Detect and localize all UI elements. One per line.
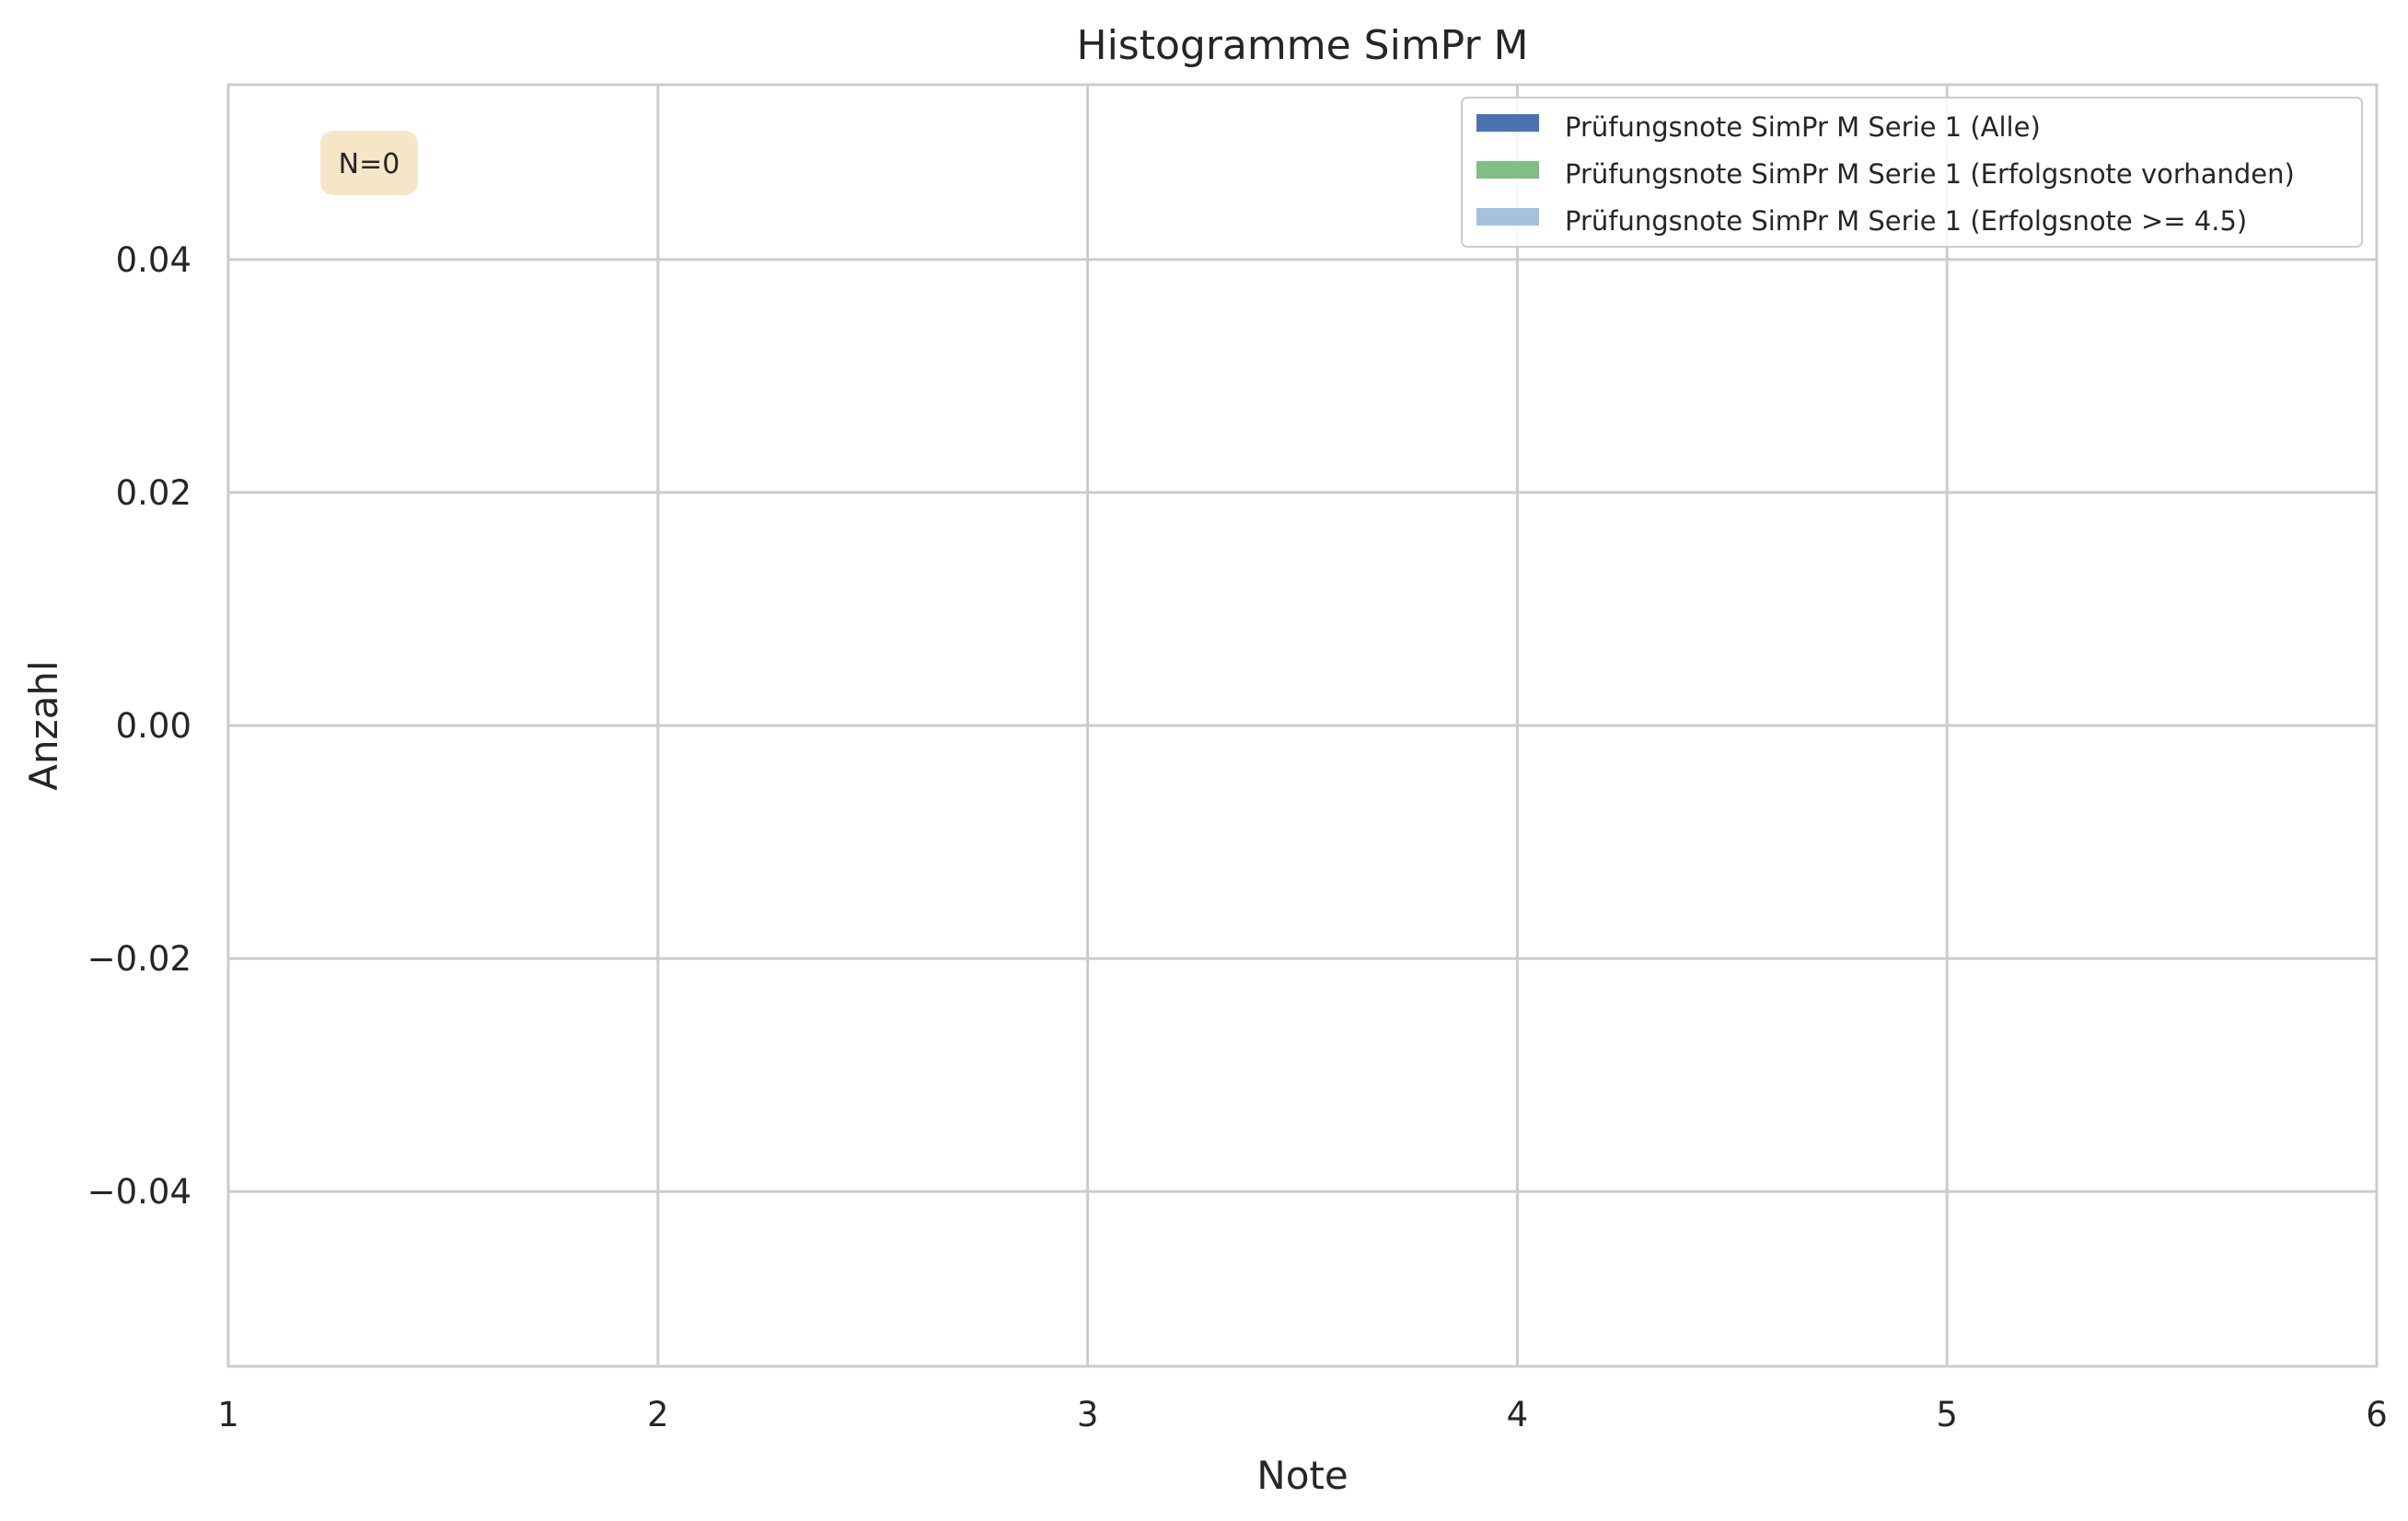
legend-label-alle: Prüfungsnote SimPr M Serie 1 (Alle) [1565,111,2041,143]
count-annotation-box [320,131,418,195]
x-tick-labels: 1 2 3 4 5 6 [217,1395,2388,1434]
y-tick-label: 0.00 [116,706,191,746]
count-annotation: N=0 [320,131,418,195]
legend-swatch-alle [1476,114,1539,132]
x-axis-label: Note [1256,1453,1348,1498]
legend-swatch-erfolgsnote-vorhanden [1476,161,1539,179]
y-tick-label: 0.04 [116,240,191,280]
y-tick-label: −0.04 [87,1172,191,1212]
legend-label-erfolgsnote-vorhanden: Prüfungsnote SimPr M Serie 1 (Erfolgsnot… [1565,158,2295,190]
y-tick-label: −0.02 [87,939,191,979]
plot-frame [226,83,2379,1368]
x-tick-label: 5 [1936,1395,1958,1434]
y-axis-label: Anzahl [21,660,66,790]
legend: Prüfungsnote SimPr M Serie 1 (Alle) Prüf… [1461,97,2363,248]
y-tick-labels: −0.04 −0.02 0.00 0.02 0.04 [87,240,191,1212]
y-tick-label: 0.02 [116,473,191,513]
x-tick-label: 2 [647,1395,669,1434]
x-tick-label: 1 [217,1395,239,1434]
x-tick-label: 3 [1077,1395,1099,1434]
x-tick-label: 4 [1507,1395,1529,1434]
legend-box [1461,97,2363,248]
grid-lines [226,85,2379,1366]
legend-label-erfolgsnote-ge-4-5: Prüfungsnote SimPr M Serie 1 (Erfolgsnot… [1565,205,2247,237]
legend-swatch-erfolgsnote-ge-4-5 [1476,208,1539,226]
chart-title: Histogramme SimPr M [1077,22,1529,69]
x-tick-label: 6 [2366,1395,2388,1434]
count-annotation-text: N=0 [339,148,400,180]
